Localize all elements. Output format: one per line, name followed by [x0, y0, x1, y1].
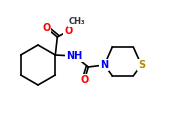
Text: NH: NH — [66, 51, 82, 61]
Text: N: N — [100, 60, 108, 70]
Text: S: S — [138, 60, 145, 70]
Text: O: O — [42, 23, 50, 33]
Text: CH₃: CH₃ — [69, 18, 86, 26]
Text: O: O — [80, 75, 89, 85]
Text: O: O — [64, 26, 72, 36]
